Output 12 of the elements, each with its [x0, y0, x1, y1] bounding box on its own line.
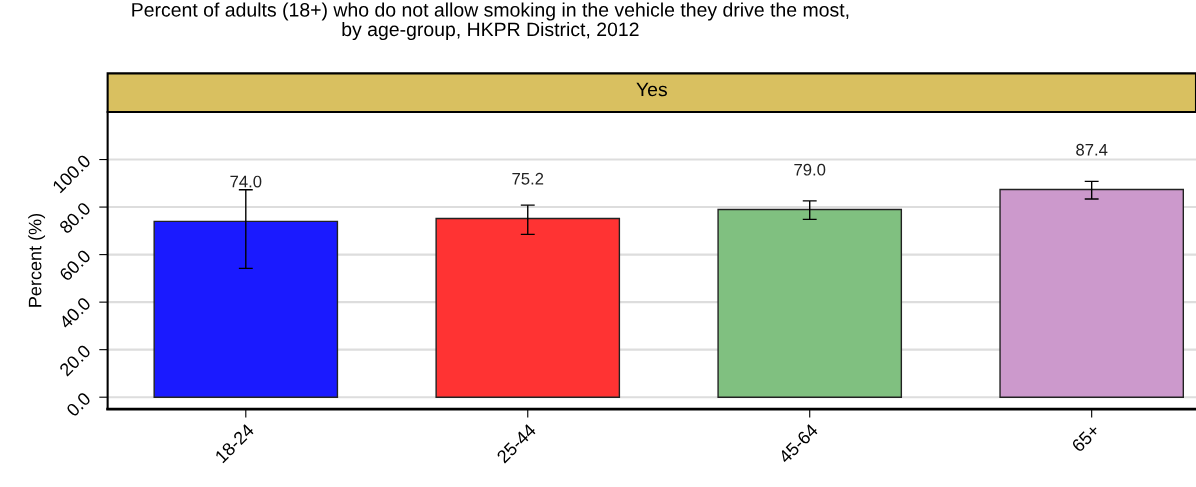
y-tick-label: 0.0 [65, 391, 92, 418]
data-label: 75.2 [512, 172, 544, 185]
y-tick-label: 40.0 [58, 296, 92, 330]
data-label: 74.0 [230, 175, 262, 188]
data-label: 79.0 [794, 163, 826, 176]
data-label: 87.4 [1076, 143, 1108, 156]
chart-title: Percent of adults (18+) who do not allow smoking in the vehicle they drive the most, by age-group, HKPR District, 2012 [132, 2, 849, 41]
y-axis-title: Percent (%) [28, 214, 46, 307]
chart-subtitle: Yes [636, 82, 667, 97]
y-tick-label: 80.0 [58, 201, 92, 235]
x-tick-label: 65+ [1071, 423, 1101, 453]
y-tick-label: 60.0 [58, 248, 92, 282]
